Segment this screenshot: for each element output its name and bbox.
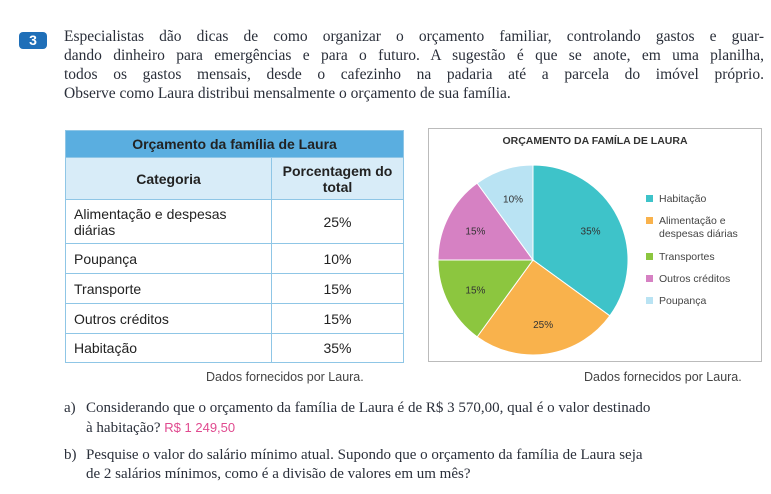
table-cell: 15% [271,303,404,334]
question-line: Considerando que o orçamento da família … [86,400,651,416]
question-label: b) [64,447,77,463]
table-cell: 15% [271,273,404,304]
answer: R$ 1 249,50 [164,420,236,435]
legend-swatch [646,217,653,224]
budget-table: Orçamento da família de Laura Categoria P… [65,130,404,363]
table-cell: 25% [271,199,404,244]
paragraph-line: todos os gastos mensais, desde o cafezin… [64,66,764,83]
table-cell: 35% [271,333,404,363]
pie-slice [437,259,534,338]
paragraph-line: dando dinheiro para emergências e para o… [64,47,764,64]
pie-chart: ORÇAMENTO DA FAMÍLA DE LAURA 35% 25% 15% 15… [428,128,762,362]
slice-label: 10% [503,195,523,206]
table-header: Porcentagem do total [271,157,404,200]
table-cell: Outros créditos [65,303,272,334]
table-cell: Habitação [65,333,272,363]
question-label: a) [64,400,76,416]
question: a) Considerando que o orçamento da famíl… [64,399,764,438]
table-cell: 10% [271,243,404,274]
question-line: de 2 salários mínimos, como é a divisão … [86,466,471,482]
legend-swatch [646,195,653,202]
paragraph-line: Especialistas dão dicas de como organiza… [64,28,764,45]
slice-label: 15% [465,285,485,296]
pie-slice [476,164,534,262]
legend-label: Habitação [659,193,706,205]
table-header: Categoria [65,157,272,200]
chart-source: Dados fornecidos por Laura. [584,370,742,384]
pie-slice [532,164,629,317]
slice-label: 15% [465,227,485,238]
pie-slice [437,182,534,261]
table-title: Orçamento da família de Laura [65,130,404,158]
legend-swatch [646,297,653,304]
question-line: à habitação? [86,420,161,436]
question-line: Pesquise o valor do salário mínimo atual… [86,447,643,463]
legend-swatch [646,275,653,282]
pie-slice [476,259,611,356]
table-cell: Alimentação e despesas diárias [65,199,272,244]
exercise-number: 3 [19,32,47,49]
question: b) Pesquise o valor do salário mínimo at… [64,446,764,484]
legend-label: Transportes [659,251,715,263]
slice-label: 25% [533,320,553,331]
table-source: Dados fornecidos por Laura. [206,370,364,384]
table-cell: Poupança [65,243,272,274]
legend-label: Poupança [659,295,706,307]
table-cell: Transporte [65,273,272,304]
paragraph-line: Observe como Laura distribui mensalmente… [64,85,511,102]
chart-title: ORÇAMENTO DA FAMÍLA DE LAURA [502,134,688,147]
slice-label: 35% [581,227,601,238]
legend-label: Alimentação e despesas diárias [659,215,738,240]
legend-label: Outros créditos [659,273,730,285]
legend-swatch [646,253,653,260]
